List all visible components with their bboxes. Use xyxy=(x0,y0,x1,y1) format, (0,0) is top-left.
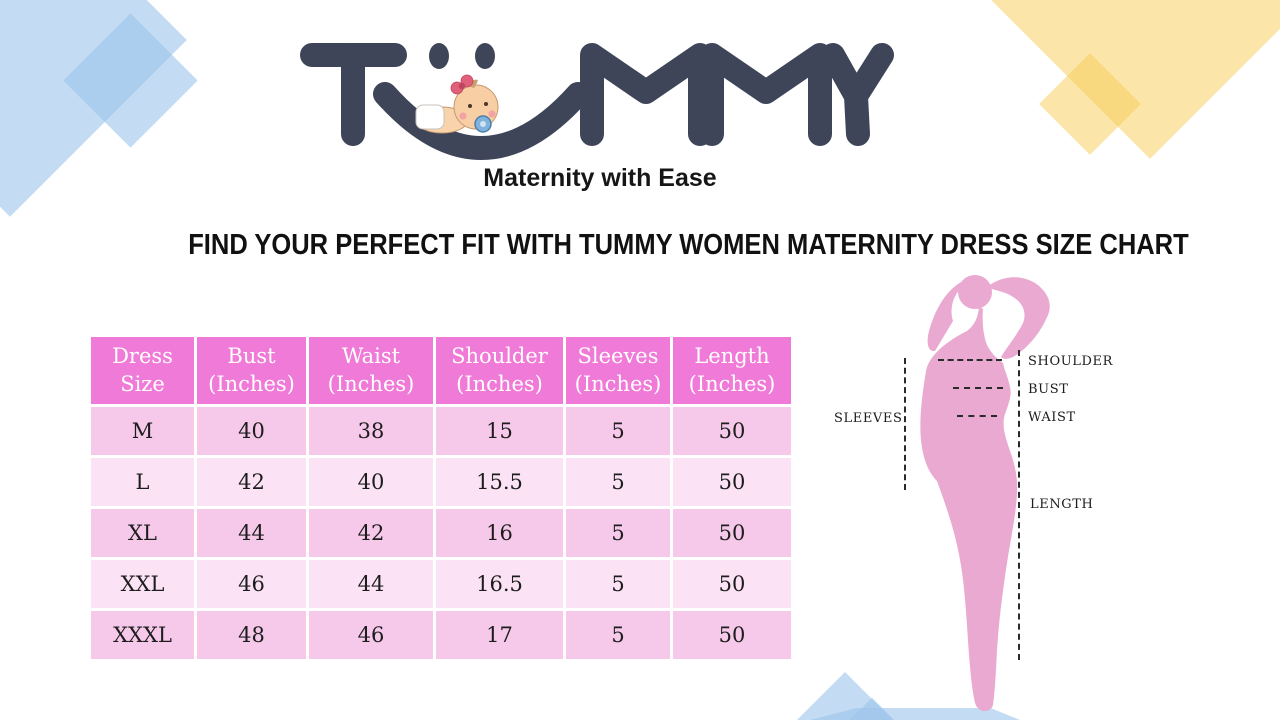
length-cell: 50 xyxy=(673,407,791,455)
bust-cell: 40 xyxy=(197,407,306,455)
size-cell: XXXL xyxy=(91,611,194,659)
silhouette-raised-arm xyxy=(987,277,1050,359)
size-cell: L xyxy=(91,458,194,506)
waist-measure-line xyxy=(957,415,997,417)
waist-cell: 44 xyxy=(309,560,433,608)
woman-silhouette xyxy=(920,275,1050,712)
sleeves-measure-line xyxy=(904,358,906,490)
baby-illustration xyxy=(415,74,499,134)
table-header-row: Dress Size Bust (Inches) Waist (Inches) … xyxy=(91,337,791,404)
length-measure-line xyxy=(1018,350,1020,660)
page-heading: FIND YOUR PERFECT FIT WITH TUMMY WOMEN M… xyxy=(188,229,1189,261)
shoulder-cell: 17 xyxy=(436,611,563,659)
bust-cell: 48 xyxy=(197,611,306,659)
decor-diamond-yellow-large xyxy=(966,0,1280,159)
bust-cell: 44 xyxy=(197,509,306,557)
baby-pacifier xyxy=(474,115,492,133)
baby-eye-left xyxy=(468,104,472,108)
shoulder-label: SHOULDER xyxy=(1028,354,1113,369)
shoulder-measure-line xyxy=(938,359,1002,361)
column-header-length: Length (Inches) xyxy=(673,337,791,404)
waist-cell: 38 xyxy=(309,407,433,455)
length-cell: 50 xyxy=(673,458,791,506)
shoulder-cell: 15.5 xyxy=(436,458,563,506)
table-row-xl: XL 44 42 16 5 50 xyxy=(91,509,791,557)
table-row-m: M 40 38 15 5 50 xyxy=(91,407,791,455)
silhouette-head xyxy=(958,275,992,309)
column-header-dress-size: Dress Size xyxy=(91,337,194,404)
logo-letter-y xyxy=(821,43,894,146)
baby-cheek-left xyxy=(459,112,467,120)
u-umlaut-dots xyxy=(429,43,495,69)
size-cell: XL xyxy=(91,509,194,557)
baby-bow xyxy=(450,74,474,95)
waist-cell: 40 xyxy=(309,458,433,506)
sleeves-cell: 5 xyxy=(566,509,670,557)
length-cell: 50 xyxy=(673,509,791,557)
sleeves-cell: 5 xyxy=(566,560,670,608)
column-header-sleeves: Sleeves (Inches) xyxy=(566,337,670,404)
length-cell: 50 xyxy=(673,611,791,659)
column-header-shoulder: Shoulder (Inches) xyxy=(436,337,563,404)
silhouette-body xyxy=(920,307,1018,712)
bust-cell: 46 xyxy=(197,560,306,608)
shoulder-cell: 16.5 xyxy=(436,560,563,608)
brand-tagline: Maternity with Ease xyxy=(483,164,717,192)
column-header-bust: Bust (Inches) xyxy=(197,337,306,404)
size-cell: M xyxy=(91,407,194,455)
baby-cheek-right xyxy=(488,110,496,118)
logo-letter-m1 xyxy=(580,43,712,146)
table-row-l: L 42 40 15.5 5 50 xyxy=(91,458,791,506)
sleeves-cell: 5 xyxy=(566,611,670,659)
shoulder-cell: 15 xyxy=(436,407,563,455)
waist-cell: 46 xyxy=(309,611,433,659)
silhouette-ponytail xyxy=(927,281,965,352)
column-header-waist: Waist (Inches) xyxy=(309,337,433,404)
length-cell: 50 xyxy=(673,560,791,608)
bust-measure-line xyxy=(953,387,1003,389)
sleeves-cell: 5 xyxy=(566,407,670,455)
sleeves-label: SLEEVES xyxy=(834,411,903,426)
shoulder-cell: 16 xyxy=(436,509,563,557)
logo-letter-m2 xyxy=(700,43,832,146)
tummy-logo xyxy=(300,43,894,160)
table-row-xxxl: XXXL 48 46 17 5 50 xyxy=(91,611,791,659)
baby-diaper xyxy=(415,104,445,130)
bust-cell: 42 xyxy=(197,458,306,506)
logo-letter-u-smile xyxy=(373,82,590,160)
table-row-xxl: XXL 46 44 16.5 5 50 xyxy=(91,560,791,608)
bust-label: BUST xyxy=(1028,382,1069,397)
length-label: LENGTH xyxy=(1030,497,1094,512)
waist-cell: 42 xyxy=(309,509,433,557)
size-chart-table: Dress Size Bust (Inches) Waist (Inches) … xyxy=(88,334,794,662)
sleeves-cell: 5 xyxy=(566,458,670,506)
waist-label: WAIST xyxy=(1028,410,1076,425)
baby-eye-right xyxy=(484,102,488,106)
size-cell: XXL xyxy=(91,560,194,608)
